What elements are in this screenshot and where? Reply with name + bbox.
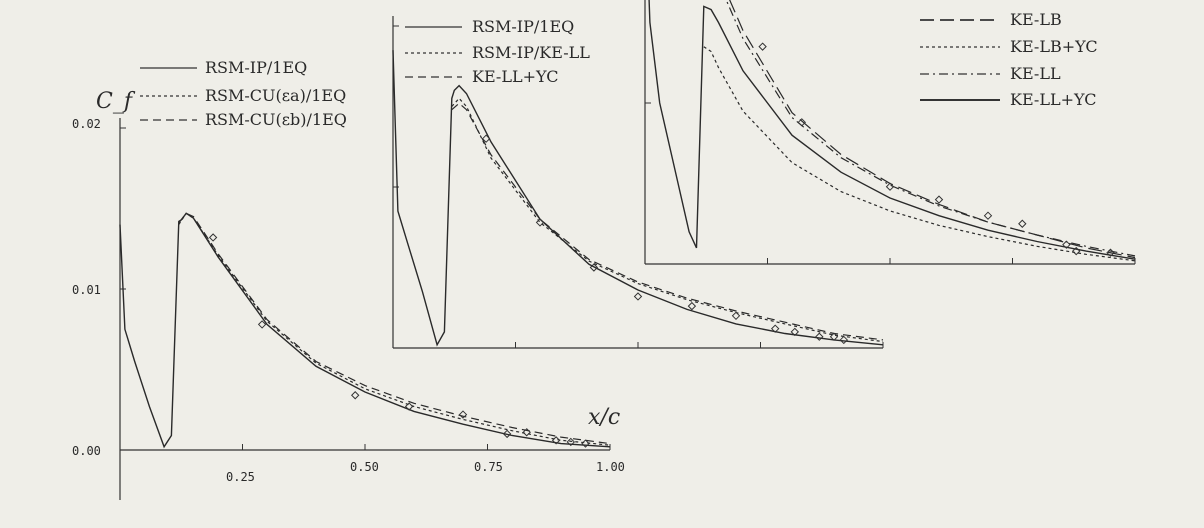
panel-2-experiment-point	[481, 134, 491, 143]
panel-1: RSM-IP/1EQ RSM-CU(εa)/1EQ RSM-CU(εb)/1EQ…	[72, 58, 625, 484]
legend-label-rsm-ip-ke-ll: RSM-IP/KE-LL	[472, 43, 590, 62]
panel-3-experiment-point	[1071, 246, 1081, 256]
legend-label-rsm-cu-eb-1eq: RSM-CU(εb)/1EQ	[205, 110, 347, 129]
panel-3-experiment-point	[885, 182, 895, 191]
panel-3-plot	[644, 0, 1136, 265]
x-tick-label-1.00: 1.00	[596, 460, 625, 474]
panel-1-experiment-point	[257, 320, 267, 329]
panel-1-series-3-line	[178, 212, 611, 445]
panel-2-experiment-point	[815, 332, 824, 341]
panel-1-legend: RSM-IP/1EQ RSM-CU(εa)/1EQ RSM-CU(εb)/1EQ	[140, 58, 347, 129]
panel-2-series-3-line	[451, 102, 884, 341]
panel-1-experiment-point	[458, 410, 468, 419]
legend-label-ke-ll-yc-p2: KE-LL+YC	[472, 67, 559, 86]
panel-1-series-2-line	[178, 212, 611, 446]
panel-3-experiment-point	[1062, 240, 1071, 249]
y-tick-label-0.02: 0.02	[72, 117, 101, 131]
x-tick-label-0.75: 0.75	[474, 460, 503, 474]
panel-3-series-2-line	[703, 46, 1136, 262]
legend-label-ke-ll: KE-LL	[1010, 64, 1061, 83]
plot-layer	[119, 0, 1136, 500]
panel-3-experiment-point	[1018, 219, 1027, 228]
x-tick-label-0.25: 0.25	[226, 470, 255, 484]
panel-3-experiment-point	[983, 211, 993, 220]
legend-label-rsm-cu-ea-1eq: RSM-CU(εa)/1EQ	[205, 86, 346, 105]
panel-3: KE-LB KE-LB+YC KE-LL KE-LL+YC	[920, 10, 1098, 109]
y-axis-label: C_f	[96, 89, 136, 114]
legend-label-rsm-ip-1eq: RSM-IP/1EQ	[205, 58, 307, 77]
panel-2-series-2-line	[451, 97, 884, 343]
panel-3-series-4-line	[648, 0, 1136, 260]
panel-1-plot	[119, 118, 611, 500]
legend-label-ke-lb-yc: KE-LB+YC	[1010, 37, 1098, 56]
panel-1-series-1-line	[119, 212, 611, 449]
legend-label-ke-ll-yc-p3: KE-LL+YC	[1010, 90, 1097, 109]
y-tick-label-0.01: 0.01	[72, 283, 101, 297]
panel-3-experiment-point	[797, 118, 807, 127]
panel-2-experiment-point	[687, 301, 697, 311]
panel-2: RSM-IP/1EQ RSM-IP/KE-LL KE-LL+YC	[405, 17, 590, 86]
panel-1-experiment-point	[522, 428, 531, 437]
panel-2-experiment-point	[731, 311, 741, 321]
x-tick-label-0.50: 0.50	[350, 460, 379, 474]
panel-1-experiment-point	[551, 436, 561, 445]
legend-label-rsm-ip-1eq-p2: RSM-IP/1EQ	[472, 17, 574, 36]
panel-3-legend: KE-LB KE-LB+YC KE-LL KE-LL+YC	[920, 10, 1098, 109]
panel-2-experiment-point	[535, 218, 545, 227]
panel-1-experiment-point	[566, 437, 576, 447]
panel-2-experiment-point	[839, 335, 849, 345]
panel-2-experiment-point	[829, 332, 839, 341]
panel-2-legend: RSM-IP/1EQ RSM-IP/KE-LL KE-LL+YC	[405, 17, 590, 86]
panel-2-experiment-point	[633, 292, 643, 301]
panel-1-experiment-point	[502, 429, 512, 439]
x-axis-label: x/c	[588, 405, 620, 430]
panel-1-experiment-point	[404, 402, 414, 411]
panel-1-experiment-point	[208, 233, 218, 242]
panel-2-experiment-point	[790, 327, 800, 337]
panel-2-plot	[392, 16, 884, 349]
legend-label-ke-lb: KE-LB	[1010, 10, 1062, 29]
panel-1-experiment-point	[581, 439, 590, 448]
panel-3-experiment-point	[758, 42, 767, 51]
y-tick-label-0.00: 0.00	[72, 444, 101, 458]
panel-2-experiment-point	[589, 263, 599, 272]
panel-2-experiment-point	[770, 324, 780, 333]
panel-3-experiment-point	[934, 195, 944, 204]
panel-3-series-1-line	[729, 0, 1136, 259]
panel-3-experiment-point	[1106, 248, 1115, 257]
panel-2-series-1-line	[392, 50, 884, 347]
y-axis-label-text: C_f	[96, 89, 136, 114]
panel-1-experiment-point	[350, 391, 360, 400]
